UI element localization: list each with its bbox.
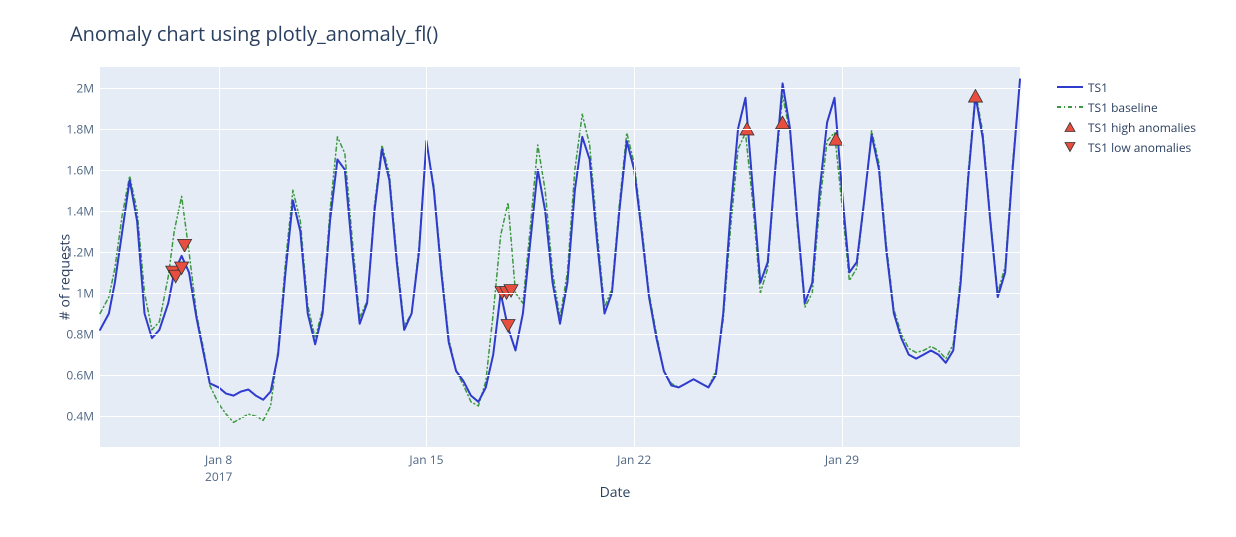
legend-label: TS1 bbox=[1088, 79, 1108, 96]
y-tick-label: 1.2M bbox=[66, 243, 100, 260]
legend-label: TS1 low anomalies bbox=[1088, 139, 1191, 156]
x-tick-label: Jan 22 bbox=[617, 447, 651, 468]
grid-line-h bbox=[100, 375, 1020, 376]
y-tick-label: 2M bbox=[76, 79, 100, 96]
grid-line-h bbox=[100, 88, 1020, 89]
x-axis-label: Date bbox=[600, 483, 631, 502]
grid-line-v bbox=[634, 67, 635, 447]
plot-wrap: # of requests 0.4M0.6M0.8M1M1.2M1.4M1.6M… bbox=[30, 57, 1200, 497]
legend-swatch-ts1 bbox=[1056, 80, 1084, 94]
marker-low-anomaly[interactable] bbox=[501, 320, 515, 333]
grid-line-h bbox=[100, 334, 1020, 335]
marker-high-anomaly[interactable] bbox=[829, 133, 843, 146]
legend-swatch-baseline bbox=[1056, 100, 1084, 114]
marker-high-anomaly[interactable] bbox=[968, 89, 982, 102]
grid-line-v bbox=[426, 67, 427, 447]
legend-swatch-high bbox=[1056, 120, 1084, 134]
x-tick-label: Jan 82017 bbox=[205, 447, 232, 485]
y-tick-label: 0.6M bbox=[66, 367, 100, 384]
legend-item-low[interactable]: TS1 low anomalies bbox=[1056, 137, 1196, 157]
chart-svg bbox=[100, 67, 1020, 447]
x-tick-label: Jan 15 bbox=[409, 447, 443, 468]
legend-item-ts1[interactable]: TS1 bbox=[1056, 77, 1196, 97]
grid-line-h bbox=[100, 129, 1020, 130]
grid-line-h bbox=[100, 416, 1020, 417]
plot-area[interactable]: 0.4M0.6M0.8M1M1.2M1.4M1.6M1.8M2MJan 8201… bbox=[100, 67, 1020, 447]
legend: TS1 TS1 baseline TS1 high anomalies TS1 low… bbox=[1056, 77, 1196, 157]
y-tick-label: 1.4M bbox=[66, 202, 100, 219]
grid-line-h bbox=[100, 211, 1020, 212]
grid-line-v bbox=[219, 67, 220, 447]
y-tick-label: 1.6M bbox=[66, 161, 100, 178]
legend-swatch-low bbox=[1056, 140, 1084, 154]
chart-container: Anomaly chart using plotly_anomaly_fl() … bbox=[0, 0, 1236, 537]
x-tick-label: Jan 29 bbox=[825, 447, 859, 468]
legend-label: TS1 baseline bbox=[1088, 99, 1158, 116]
grid-line-h bbox=[100, 170, 1020, 171]
chart-title: Anomaly chart using plotly_anomaly_fl() bbox=[70, 20, 1216, 47]
y-tick-label: 1M bbox=[76, 284, 100, 301]
y-tick-label: 0.4M bbox=[66, 408, 100, 425]
marker-low-anomaly[interactable] bbox=[178, 239, 192, 252]
legend-item-baseline[interactable]: TS1 baseline bbox=[1056, 97, 1196, 117]
grid-line-h bbox=[100, 252, 1020, 253]
y-tick-label: 1.8M bbox=[66, 120, 100, 137]
legend-label: TS1 high anomalies bbox=[1088, 119, 1196, 136]
grid-line-h bbox=[100, 293, 1020, 294]
grid-line-v bbox=[842, 67, 843, 447]
y-tick-label: 0.8M bbox=[66, 326, 100, 343]
legend-item-high[interactable]: TS1 high anomalies bbox=[1056, 117, 1196, 137]
